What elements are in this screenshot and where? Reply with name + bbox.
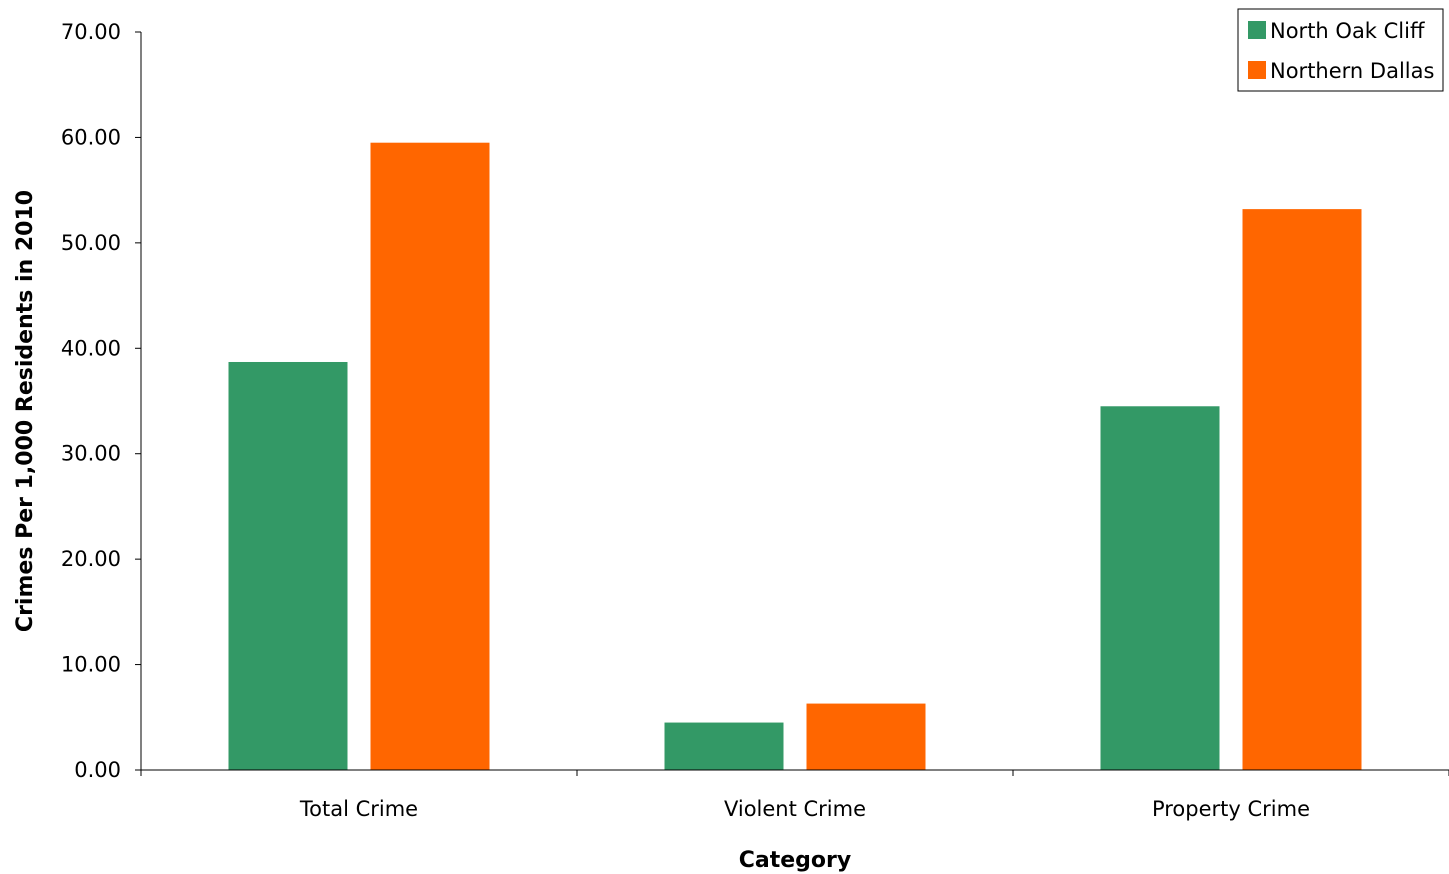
legend-label-north-oak-cliff: North Oak Cliff <box>1270 19 1425 43</box>
y-tick-label: 10.00 <box>61 653 121 677</box>
y-tick-label: 0.00 <box>74 758 121 782</box>
x-axis-title: Category <box>739 848 851 873</box>
bar-northern-dallas-total-crime <box>370 142 490 770</box>
x-category-label: Violent Crime <box>724 797 866 821</box>
x-axis-category-labels: Total Crime Violent Crime Property Crime <box>299 797 1310 821</box>
y-tick-label: 70.00 <box>61 20 121 44</box>
bar-north-oak-cliff-violent-crime <box>664 722 784 770</box>
legend-box <box>1237 8 1444 92</box>
bar-northern-dallas-property-crime <box>1242 209 1362 770</box>
y-tick-label: 60.00 <box>61 125 121 149</box>
legend: North Oak Cliff Northern Dallas <box>1237 8 1444 92</box>
x-category-label: Property Crime <box>1152 797 1310 821</box>
y-axis-title: Crimes Per 1,000 Residents in 2010 <box>13 190 38 632</box>
x-axis-ticks <box>140 770 1449 776</box>
legend-label-northern-dallas: Northern Dallas <box>1270 59 1434 83</box>
x-category-label: Total Crime <box>299 797 418 821</box>
bar-north-oak-cliff-property-crime <box>1100 406 1220 770</box>
y-tick-label: 50.00 <box>61 231 121 255</box>
legend-swatch-north-oak-cliff <box>1248 21 1266 39</box>
y-tick-label: 40.00 <box>61 336 121 360</box>
bar-northern-dallas-violent-crime <box>806 703 926 770</box>
bar-north-oak-cliff-total-crime <box>228 361 348 770</box>
chart-bars <box>228 142 1362 770</box>
y-tick-label: 20.00 <box>61 547 121 571</box>
legend-swatch-northern-dallas <box>1248 61 1266 79</box>
y-tick-label: 30.00 <box>61 442 121 466</box>
y-axis-ticks: 0.00 10.00 20.00 30.00 40.00 50.00 60.00 70.00 <box>61 20 141 782</box>
